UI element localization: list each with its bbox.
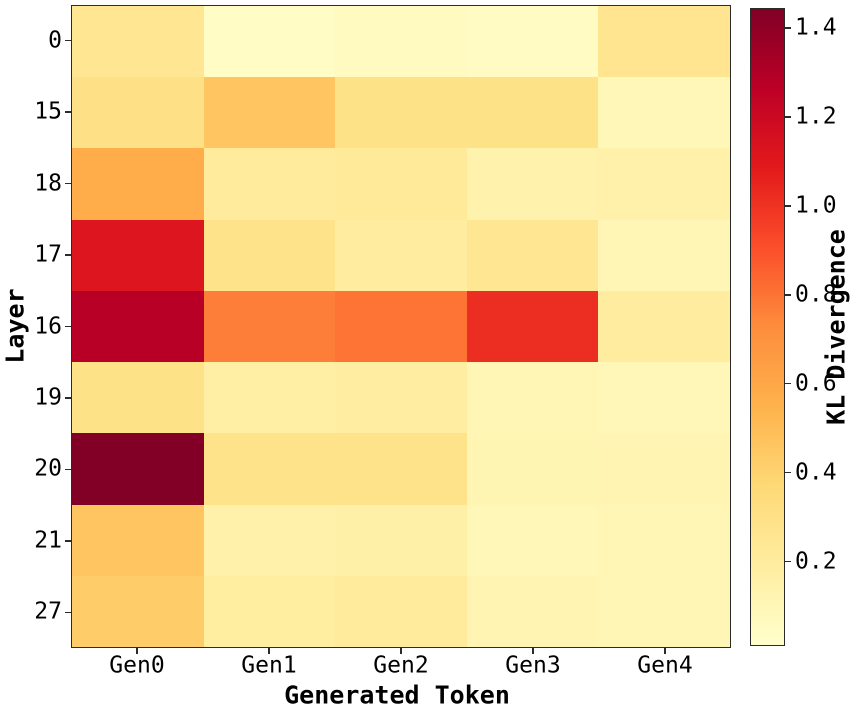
x-tick-mark [268,648,270,654]
heatmap-cell [335,433,467,505]
heatmap-cell [203,362,336,434]
colorbar-tick-mark [785,27,791,29]
x-tick-label: Gen2 [373,652,429,679]
x-axis-label: Generated Token [284,680,510,710]
heatmap-cell [598,6,730,78]
y-tick-label: 19 [34,384,62,411]
heatmap-cell [335,219,467,291]
heatmap-cell [203,290,336,363]
y-tick-mark [65,39,71,42]
colorbar-tick-label: 1.4 [795,14,837,41]
heatmap-cell [72,219,204,291]
heatmap-cell [203,575,336,647]
colorbar-tick-mark [785,294,791,296]
heatmap-cell [598,433,730,505]
heatmap-cell [466,433,599,505]
heatmap-cell [598,290,730,363]
heatmap-cell [203,6,336,78]
heatmap-cell [466,148,599,220]
x-tick-label: Gen0 [109,652,165,679]
y-tick-label: 20 [34,455,62,482]
heatmap-cell [203,148,336,220]
colorbar-label: KL Divergence [821,229,851,425]
heatmap-cell [335,575,467,647]
heatmap-cell [335,148,467,220]
heatmap-cell [203,219,336,291]
heatmap-cell [72,504,204,576]
heatmap-cell [335,504,467,576]
y-tick-mark [65,540,71,542]
y-tick-label: 17 [34,241,62,268]
y-tick-mark [65,254,71,256]
heatmap-cell [598,362,730,434]
y-tick-mark [65,111,71,113]
heatmap-cell [598,504,730,576]
y-tick-mark [65,325,71,328]
y-tick-label: 27 [34,598,62,625]
colorbar-tick-mark [785,382,791,385]
heatmap-cell [466,290,599,363]
heatmap-cell [335,6,467,78]
heatmap-cell [203,504,336,576]
heatmap-cell [598,77,730,149]
x-tick-label: Gen1 [241,652,297,679]
heatmap-cell [335,77,467,149]
heatmap-cell [466,6,599,78]
heatmap-cell [598,575,730,647]
heatmap-cell [466,219,599,291]
colorbar-tick-label: 0.2 [795,548,837,575]
y-tick-label: 0 [48,27,62,54]
heatmap-cell [466,575,599,647]
heatmap-cell [598,148,730,220]
colorbar-tick-label: 0.8 [795,281,837,308]
heatmap-cell [466,504,599,576]
heatmap-cell [72,362,204,434]
heatmap-cell [598,219,730,291]
heatmap-cell [72,290,204,363]
y-tick-mark [65,468,71,471]
colorbar-tick-mark [785,205,791,207]
heatmap-cell [203,77,336,149]
x-tick-mark [532,648,534,654]
y-tick-label: 21 [34,527,62,554]
x-tick-mark [136,648,138,654]
colorbar-tick-label: 1.2 [795,103,837,130]
heatmap-cell [335,290,467,363]
colorbar-tick-mark [785,471,791,474]
heatmap-cell [72,148,204,220]
heatmap-cell [466,77,599,149]
colorbar-tick-label: 1.0 [795,192,837,219]
heatmap-cell [72,6,204,78]
x-tick-mark [664,648,666,654]
y-tick-mark [65,611,71,614]
heatmap-cell [72,575,204,647]
heatmap-cell [203,433,336,505]
heatmap-cell [335,362,467,434]
heatmap-grid [71,5,731,648]
heatmap-cell [72,77,204,149]
y-tick-label: 18 [34,170,62,197]
y-tick-mark [65,182,71,185]
colorbar-tick-mark [785,116,791,118]
x-tick-label: Gen4 [637,652,693,679]
x-tick-mark [400,648,402,654]
y-tick-label: 15 [34,98,62,125]
colorbar-tick-label: 0.6 [795,370,837,397]
x-tick-label: Gen3 [505,652,561,679]
y-tick-label: 16 [34,313,62,339]
colorbar-tick-mark [785,560,791,563]
heatmap-cell [466,362,599,434]
heatmap-cell [72,433,204,505]
y-tick-mark [65,397,71,399]
colorbar [750,8,785,646]
colorbar-tick-label: 0.4 [795,459,837,486]
